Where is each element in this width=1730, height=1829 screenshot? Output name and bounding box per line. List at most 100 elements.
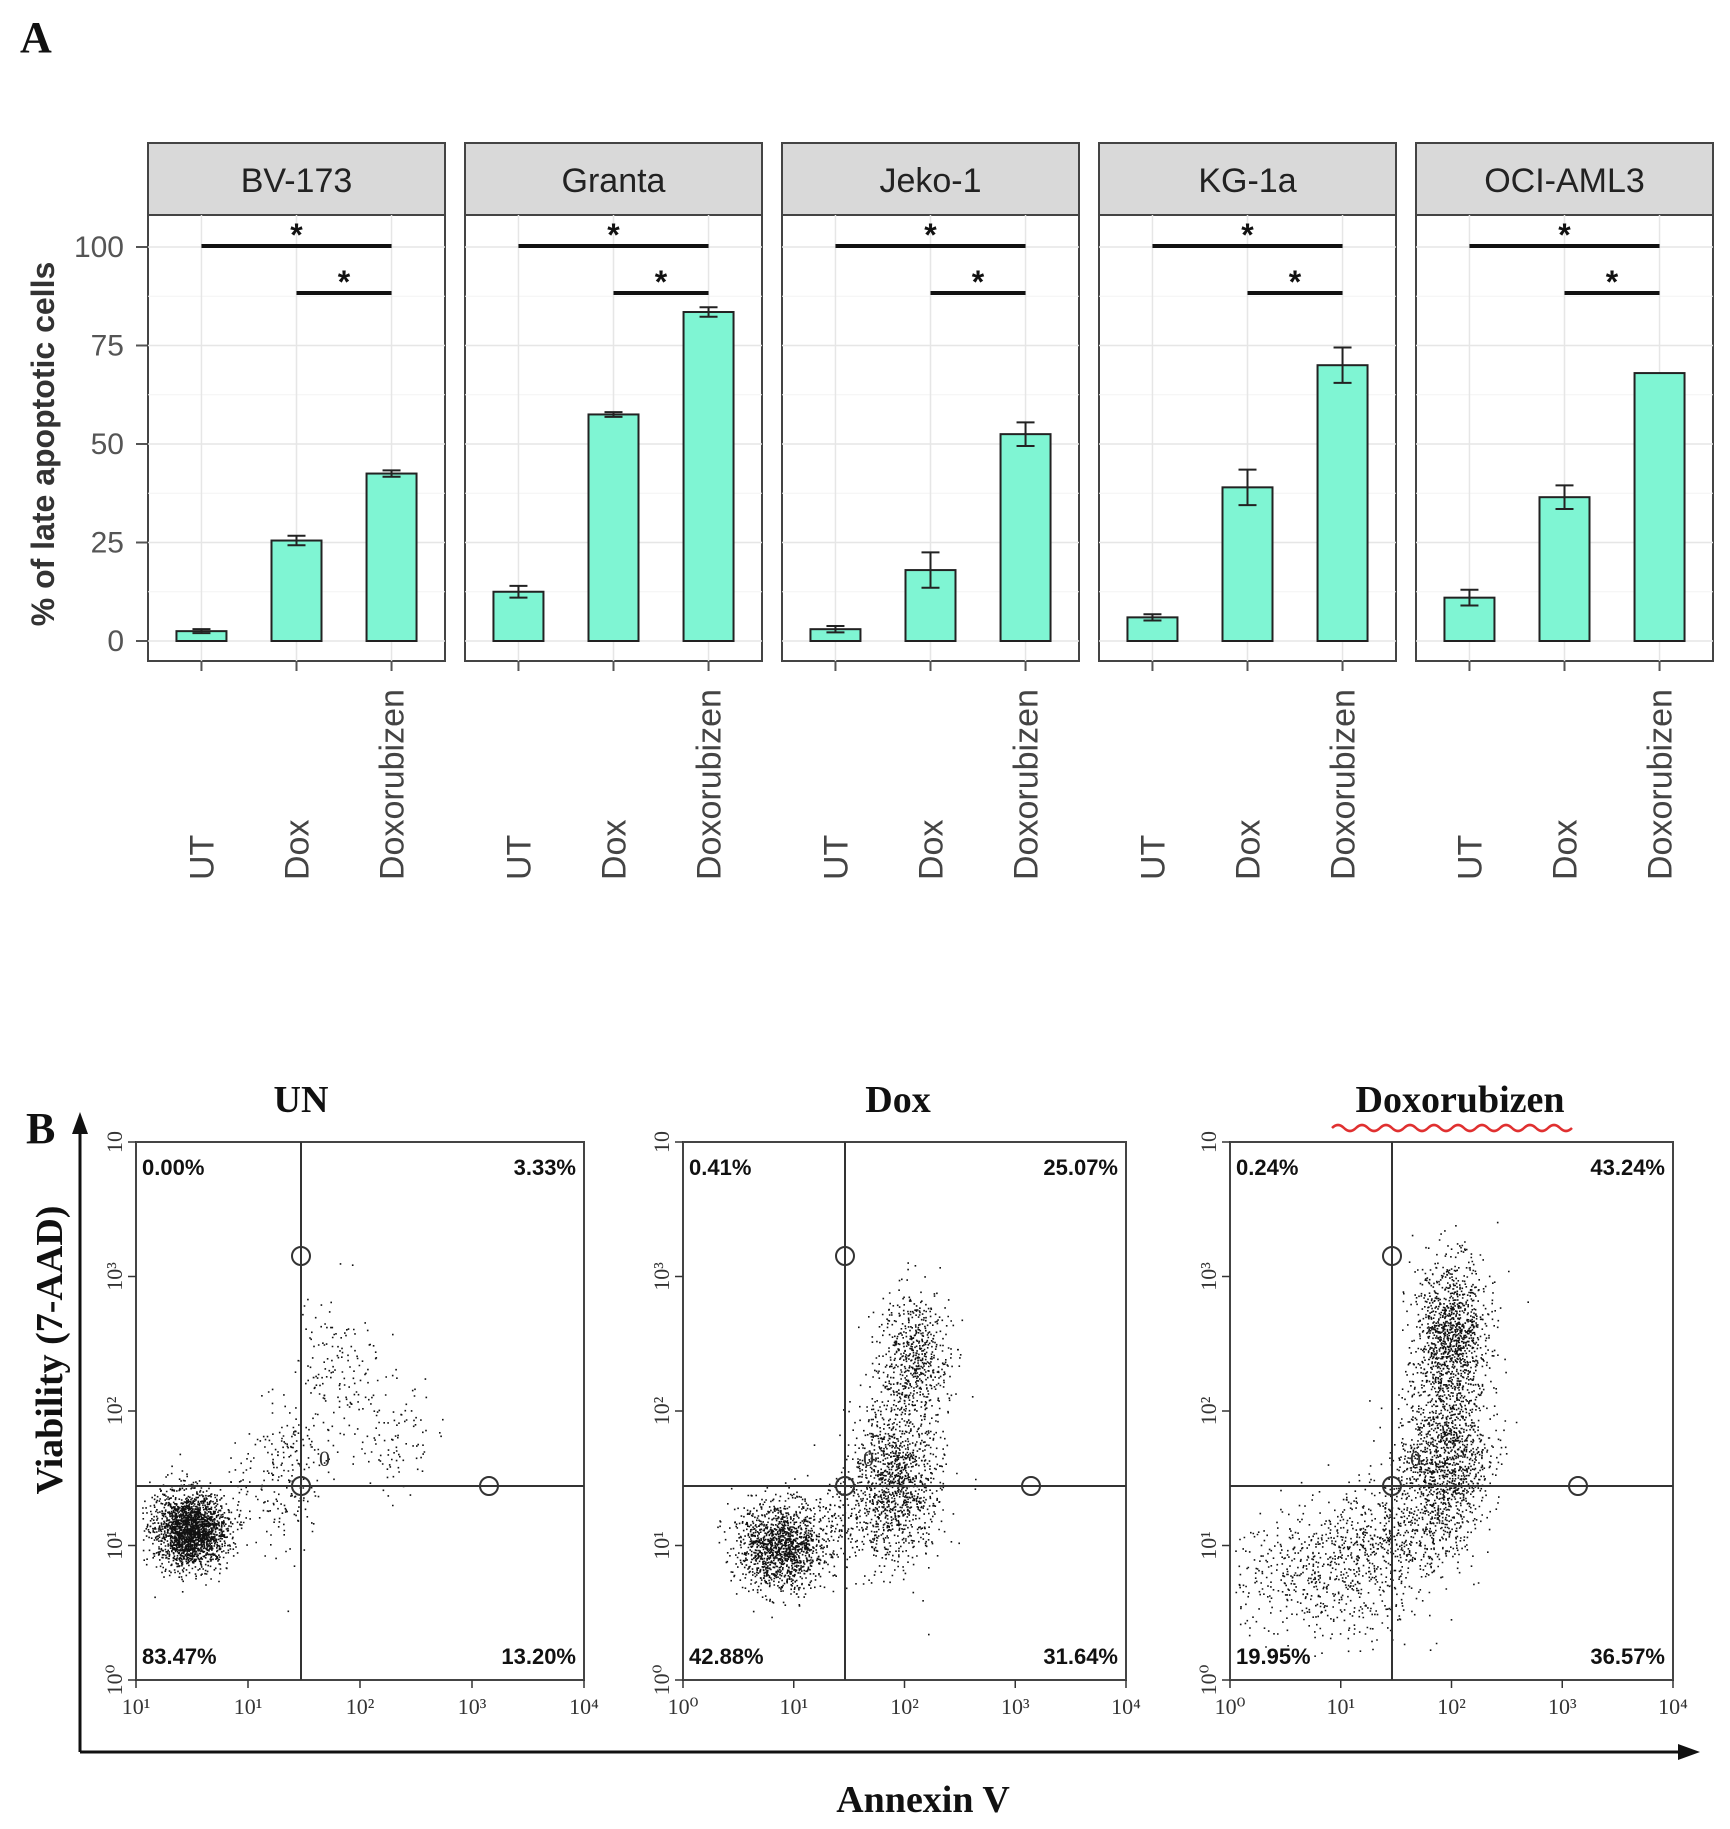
significance-star: * (607, 217, 620, 253)
plot-frame (682, 1141, 1127, 1681)
x-tick-label: UT (183, 835, 221, 880)
gate-handle (1568, 1476, 1588, 1496)
x-log-tick-label: 10¹ (1326, 1694, 1355, 1719)
flow-plot-un: UN 0 0.00% 3.33% 83.47% 13.20% 10¹ 10¹ 10² 10³ 10⁴… (102, 1079, 599, 1719)
y-axis-title: Viability (7-AAD) (29, 1206, 71, 1495)
significance-star: * (1241, 217, 1254, 253)
facet-bv-173: BV-173 * * UT Dox Doxorubizen (147, 142, 446, 880)
event-dots (717, 1262, 977, 1636)
y-log-tick-label: 10 (649, 1131, 674, 1153)
y-log-tick-label: 10² (102, 1396, 127, 1425)
significance-star: * (1289, 264, 1302, 300)
y-log-tick-label: 10² (1196, 1396, 1221, 1425)
y-log-tick-label: 10³ (649, 1262, 674, 1291)
facet-title: BV-173 (241, 162, 353, 200)
event-dots (1235, 1221, 1529, 1657)
bar-dox (270, 539, 323, 643)
event-dots (142, 1263, 444, 1613)
facet-kg-1a: KG-1a * * UT Dox Doxorubizen (1098, 142, 1397, 880)
significance-star: * (338, 264, 351, 300)
x-tick-label: Doxorubizen (1008, 689, 1046, 880)
x-tick-label: Doxorubizen (1325, 689, 1363, 880)
quadrant-upper-right: 25.07% (1043, 1155, 1118, 1180)
x-tick-label: Doxorubizen (374, 689, 412, 880)
y-log-tick-label: 10⁰ (1196, 1664, 1221, 1695)
y-log-tick-label: 10¹ (649, 1531, 674, 1560)
x-log-tick-label: 10¹ (779, 1694, 808, 1719)
facet-strip (781, 142, 1080, 216)
significance-star: * (1606, 264, 1619, 300)
gate-handle (479, 1476, 499, 1496)
quadrant-upper-right: 43.24% (1590, 1155, 1665, 1180)
gate-handle (835, 1246, 855, 1266)
facet-oci-aml3: OCI-AML3 * * UT Dox Doxorubizen (1415, 142, 1714, 880)
x-axis-title: Annexin V (836, 1779, 1010, 1821)
significance-star: * (972, 264, 985, 300)
gate-handle (1382, 1476, 1402, 1496)
quadrant-lower-right: 13.20% (501, 1644, 576, 1669)
x-tick-label: UT (500, 835, 538, 880)
facet-jeko-1: Jeko-1 * * UT Dox Doxorubizen (781, 142, 1080, 880)
x-tick-label: UT (1134, 835, 1172, 880)
facet-strip (1098, 142, 1397, 216)
significance-star: * (290, 217, 303, 253)
significance-star: * (655, 264, 668, 300)
y-log-tick-label: 10 (1196, 1131, 1221, 1153)
y-log-tick-label: 10⁰ (102, 1664, 127, 1695)
y-tick-label: 0 (107, 625, 124, 658)
bar-ut (492, 590, 545, 642)
gate-handle (291, 1246, 311, 1266)
y-tick-label: 75 (91, 330, 124, 363)
bar-dox (1538, 496, 1591, 642)
gate-handle (291, 1476, 311, 1496)
y-log-tick-label: 10¹ (1196, 1531, 1221, 1560)
y-log-tick-label: 10³ (102, 1262, 127, 1291)
x-log-tick-label: 10¹ (234, 1694, 263, 1719)
bar-doxorubizen (682, 311, 735, 642)
x-tick-label: UT (1451, 835, 1489, 880)
bar-chart-panel-a: % of late apoptotic cells 0 25 50 75 100 BV-17… (25, 142, 1714, 880)
significance-star: * (924, 217, 937, 253)
gate-label: 0 (863, 1446, 874, 1471)
quadrant-lower-left: 19.95% (1236, 1644, 1311, 1669)
y-axis-title: % of late apoptotic cells (25, 262, 61, 627)
x-tick-label: Dox (1230, 820, 1268, 880)
y-log-tick-label: 10¹ (102, 1531, 127, 1560)
y-log-tick-label: 10² (649, 1396, 674, 1425)
quadrant-upper-left: 0.41% (689, 1155, 751, 1180)
flow-cytometry-panel-b: Viability (7-AAD) Annexin V UN 0 0.00% 3.33% 8… (29, 1079, 1700, 1821)
x-log-tick-label: 10⁴ (569, 1694, 599, 1719)
gate-handle (835, 1476, 855, 1496)
quadrant-lower-right: 36.57% (1590, 1644, 1665, 1669)
x-log-tick-label: 10⁴ (1658, 1694, 1688, 1719)
quadrant-upper-right: 3.33% (514, 1155, 576, 1180)
plot-title: Dox (865, 1079, 930, 1121)
bar-doxorubizen (1633, 372, 1686, 642)
bar-dox (587, 413, 640, 643)
facet-title: OCI-AML3 (1484, 162, 1645, 200)
gate-handle (1382, 1246, 1402, 1266)
panel-a-label: A (20, 13, 52, 62)
x-log-tick-label: 10¹ (122, 1694, 151, 1719)
x-log-tick-label: 10⁰ (1215, 1694, 1246, 1719)
y-axis-arrowhead (72, 1112, 88, 1134)
y-log-tick-label: 10⁰ (649, 1664, 674, 1695)
bar-doxorubizen (1316, 364, 1369, 642)
y-tick-label: 25 (91, 527, 124, 560)
quadrant-upper-left: 0.00% (142, 1155, 204, 1180)
quadrant-lower-left: 42.88% (689, 1644, 764, 1669)
x-log-tick-label: 10³ (1548, 1694, 1577, 1719)
x-tick-label: Doxorubizen (1642, 689, 1680, 880)
y-tick-label: 100 (74, 231, 124, 264)
significance-star: * (1558, 217, 1571, 253)
x-tick-label: Dox (913, 820, 951, 880)
x-tick-label: Dox (279, 820, 317, 880)
bar-doxorubizen (999, 433, 1052, 642)
facet-title: KG-1a (1198, 162, 1296, 200)
y-log-tick-label: 10³ (1196, 1262, 1221, 1291)
bar-doxorubizen (365, 472, 418, 642)
plot-frame (135, 1141, 585, 1681)
x-tick-label: Doxorubizen (691, 689, 729, 880)
